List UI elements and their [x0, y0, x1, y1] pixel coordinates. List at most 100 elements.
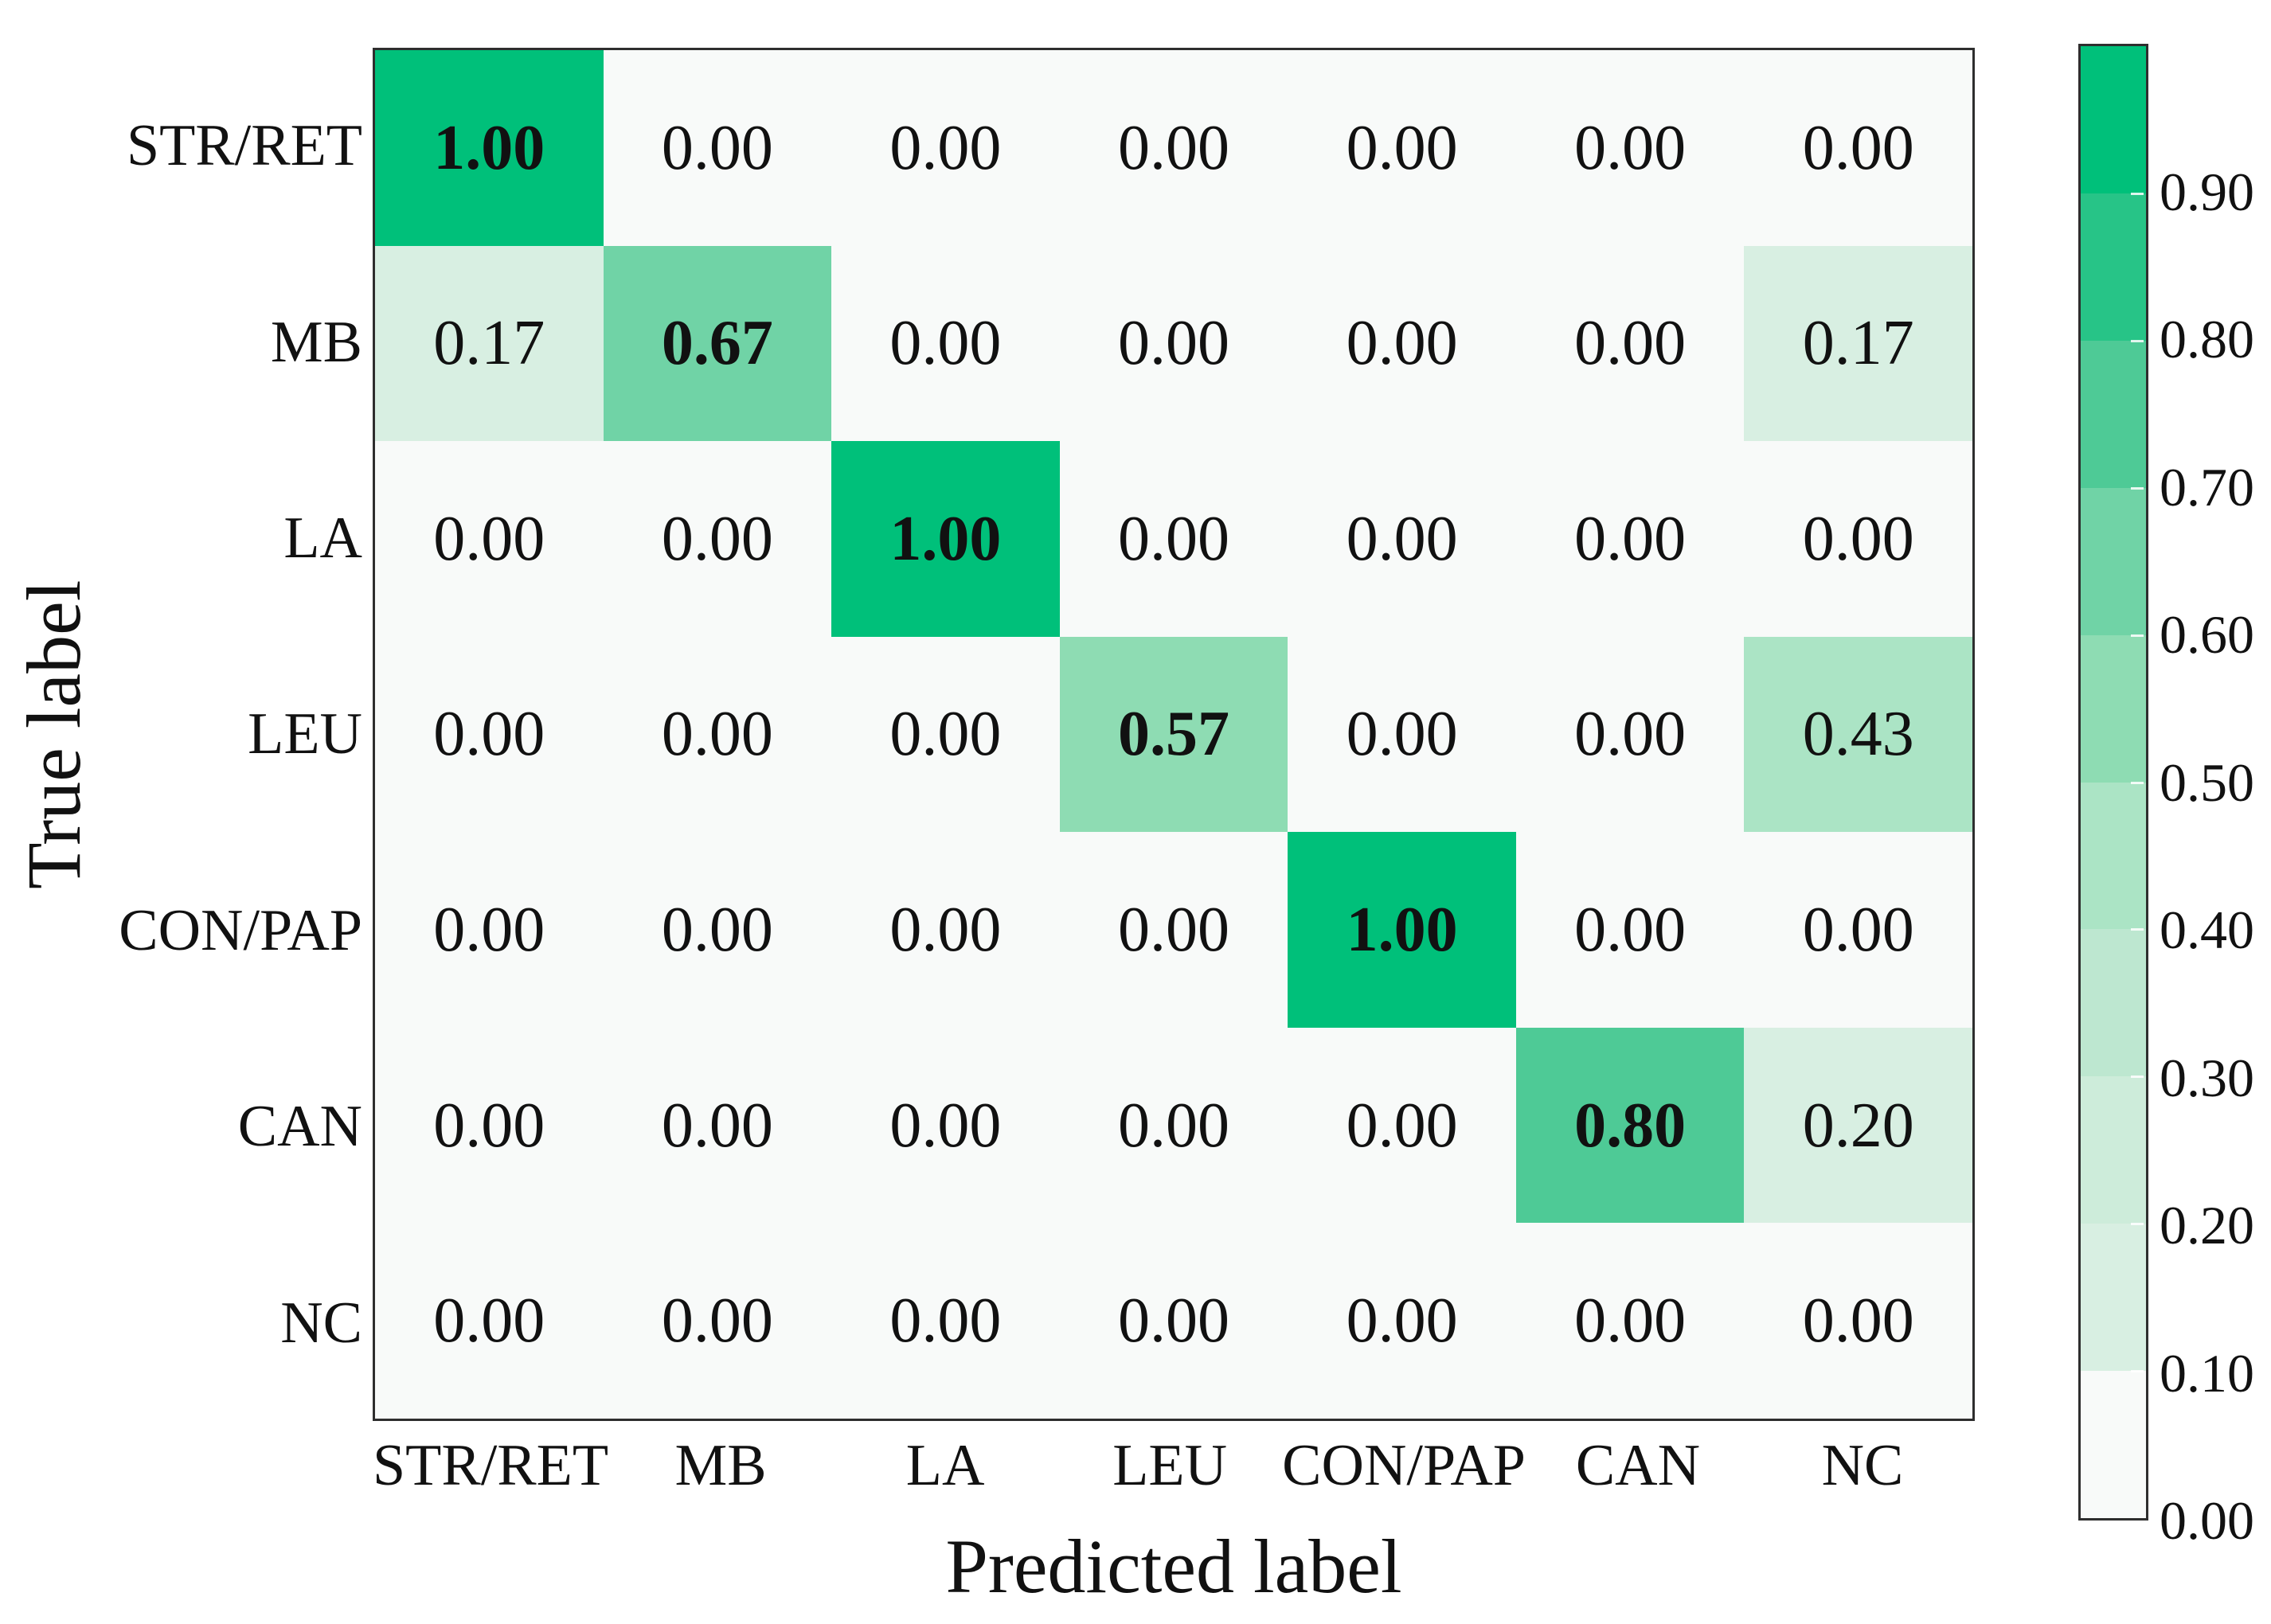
heatmap-cell: 0.00 — [375, 1027, 604, 1224]
heatmap-cell: 0.00 — [1059, 832, 1288, 1028]
colorbar-tick-mark — [2131, 192, 2144, 195]
heatmap-cell: 0.00 — [603, 1027, 832, 1224]
colorbar-band — [2081, 340, 2146, 488]
heatmap-cell: 0.00 — [831, 50, 1060, 246]
colorbar-tick-label: 0.20 — [2160, 1195, 2254, 1255]
x-tick-label: CON/PAP — [1282, 1432, 1526, 1498]
x-tick-label: NC — [1821, 1432, 1904, 1498]
colorbar-band — [2081, 46, 2146, 193]
y-tick-label: CAN — [237, 1094, 362, 1160]
colorbar-tick-label: 0.10 — [2160, 1342, 2254, 1403]
heatmap-cell: 0.00 — [1288, 245, 1516, 442]
x-tick-label: LEU — [1112, 1432, 1228, 1498]
heatmap-cell: 0.00 — [375, 1223, 604, 1419]
y-tick-label: LEU — [248, 701, 362, 767]
y-tick-label: LA — [283, 506, 362, 572]
heatmap-cell: 0.00 — [831, 636, 1060, 833]
heatmap-cell: 0.00 — [1744, 50, 1972, 246]
x-tick-labels: STR/RET MB LA LEU CON/PAP CAN NC — [373, 1427, 1975, 1503]
y-tick-label: STR/RET — [126, 113, 362, 179]
heatmap-cell: 0.00 — [603, 441, 832, 637]
colorbar-band — [2081, 487, 2146, 635]
heatmap-cell: 0.00 — [1288, 1223, 1516, 1419]
colorbar — [2078, 44, 2148, 1521]
colorbar-tick-label: 0.50 — [2160, 751, 2254, 813]
heatmap-cell: 0.17 — [375, 245, 604, 442]
heatmap-cell: 0.00 — [375, 636, 604, 833]
colorbar-band — [2081, 193, 2146, 341]
heatmap-cell: 0.00 — [603, 50, 832, 246]
colorbar-tick-mark — [2131, 928, 2144, 931]
heatmap-cell: 0.00 — [1515, 50, 1745, 246]
colorbar-tick-label: 0.80 — [2160, 309, 2254, 369]
heatmap-cell: 0.00 — [603, 832, 832, 1028]
heatmap-cell: 0.00 — [1059, 1223, 1288, 1419]
colorbar-band — [2081, 1076, 2146, 1224]
heatmap-cell: 1.00 — [831, 441, 1060, 637]
heatmap-cell: 0.00 — [1744, 441, 1972, 637]
colorbar-tick-label: 0.90 — [2160, 161, 2254, 222]
y-tick-label: MB — [270, 309, 362, 375]
y-tick-label: CON/PAP — [119, 897, 362, 963]
x-axis-title: Predicted label — [945, 1524, 1402, 1609]
heatmap-cell: 0.00 — [1515, 245, 1745, 442]
heatmap-cell: 0.00 — [375, 832, 604, 1028]
heatmap-cell: 0.00 — [1059, 245, 1288, 442]
colorbar-tick-mark — [2131, 1076, 2144, 1079]
heatmap-cell: 0.00 — [1515, 636, 1745, 833]
colorbar-tick-label: 0.00 — [2160, 1490, 2254, 1551]
colorbar-band — [2081, 1371, 2146, 1519]
colorbar-tick-mark — [2131, 634, 2144, 637]
heatmap-cell: 0.00 — [831, 832, 1060, 1028]
heatmap-cell: 1.00 — [1288, 832, 1516, 1028]
heatmap-cell: 1.00 — [375, 50, 604, 246]
x-tick-label: CAN — [1575, 1432, 1701, 1498]
heatmap-cell: 0.00 — [1744, 1223, 1972, 1419]
heatmap-cell: 0.00 — [1515, 441, 1745, 637]
colorbar-tick-label: 0.40 — [2160, 900, 2254, 960]
heatmap-cell: 0.00 — [603, 1223, 832, 1419]
heatmap-cell: 0.00 — [831, 1223, 1060, 1419]
colorbar-tick-mark — [2131, 1370, 2144, 1373]
colorbar-tick-mark — [2131, 781, 2144, 784]
x-tick-label: LA — [905, 1432, 985, 1498]
heatmap-cell: 0.00 — [1059, 50, 1288, 246]
heatmap-cell: 0.57 — [1059, 636, 1288, 833]
heatmap-cell: 0.00 — [375, 441, 604, 637]
heatmap-cell: 0.00 — [603, 636, 832, 833]
heatmap-cell: 0.00 — [1288, 1027, 1516, 1224]
heatmap-cell: 0.00 — [831, 1027, 1060, 1224]
colorbar-band — [2081, 929, 2146, 1077]
colorbar-tick-label: 0.30 — [2160, 1047, 2254, 1108]
heatmap-cell: 0.00 — [1059, 1027, 1288, 1224]
heatmap-cell: 0.00 — [1288, 636, 1516, 833]
heatmap-cell: 0.17 — [1744, 245, 1972, 442]
colorbar-band — [2081, 782, 2146, 930]
colorbar-band — [2081, 634, 2146, 783]
x-tick-label: STR/RET — [373, 1432, 609, 1498]
heatmap-cell: 0.00 — [1059, 441, 1288, 637]
colorbar-tick-label: 0.70 — [2160, 456, 2254, 517]
colorbar-tick-mark — [2131, 339, 2144, 342]
colorbar-tick-marks — [2078, 46, 2146, 1518]
heatmap-cell: 0.00 — [1288, 441, 1516, 637]
colorbar-tick-mark — [2131, 486, 2144, 490]
y-tick-label: NC — [280, 1290, 362, 1356]
heatmap-cell: 0.67 — [603, 245, 832, 442]
heatmap-cell: 0.43 — [1744, 636, 1972, 833]
colorbar-tick-mark — [2131, 1223, 2144, 1226]
heatmap-cell: 0.20 — [1744, 1027, 1972, 1224]
heatmap-cell: 0.00 — [1515, 1223, 1745, 1419]
heatmap-cell: 0.80 — [1515, 1027, 1745, 1224]
colorbar-tick-label: 0.60 — [2160, 604, 2254, 665]
heatmap-cell: 0.00 — [831, 245, 1060, 442]
heatmap-plot-area: 1.00 0.00 0.00 0.00 0.00 0.00 0.00 0.17 0.67 0.00… — [373, 48, 1975, 1421]
heatmap-cell: 0.00 — [1744, 832, 1972, 1028]
y-tick-labels: STR/RET MB LA LEU CON/PAP CAN NC — [0, 48, 362, 1421]
heatmap-cell: 0.00 — [1288, 50, 1516, 246]
heatmap-cell: 0.00 — [1515, 832, 1745, 1028]
x-tick-label: MB — [674, 1432, 767, 1498]
colorbar-tick-labels: 0.00 0.10 0.20 0.30 0.40 0.50 0.60 0.70 0.80 0.90 — [2160, 44, 2271, 1548]
colorbar-band — [2081, 1224, 2146, 1372]
